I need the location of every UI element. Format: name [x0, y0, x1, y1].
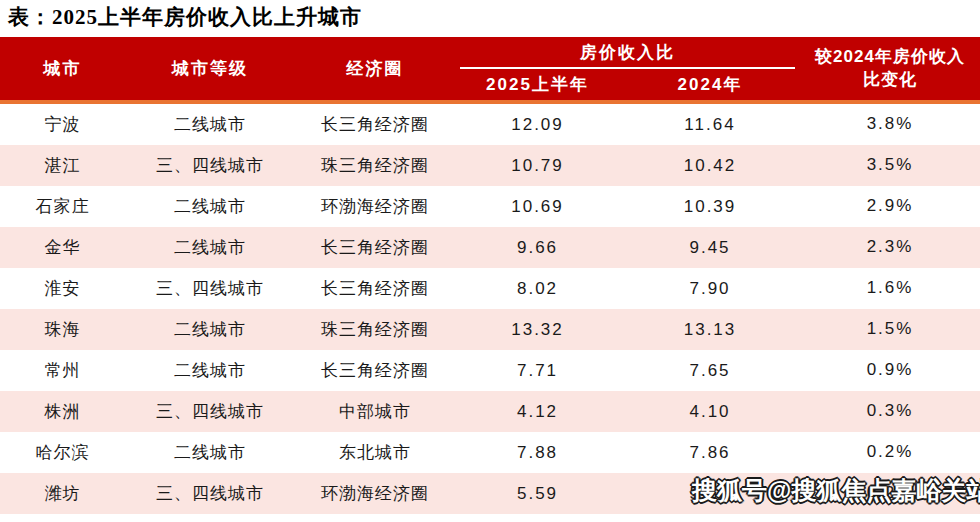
cell-tier: 三、四线城市 — [125, 145, 295, 186]
cell-city: 宁波 — [0, 104, 125, 145]
cell-tier: 三、四线城市 — [125, 268, 295, 309]
cell-ratio-2025h1: 12.09 — [455, 104, 620, 145]
cell-region: 中部城市 — [295, 391, 455, 432]
header-2024: 2024年 — [620, 69, 800, 100]
cell-ratio-2025h1: 4.12 — [455, 391, 620, 432]
cell-change: 0.3% — [800, 391, 980, 432]
cell-tier: 二线城市 — [125, 309, 295, 350]
table-title: 表：2025上半年房价收入比上升城市 — [8, 3, 362, 31]
cell-ratio-2025h1: 13.32 — [455, 309, 620, 350]
cell-change: 3.8% — [800, 104, 980, 145]
table-row: 石家庄 二线城市 环渤海经济圈 10.69 10.39 2.9% — [0, 186, 980, 227]
cell-change: 1.5% — [800, 309, 980, 350]
header-change: 较2024年房价收入 比变化 — [800, 37, 980, 100]
cell-city: 株洲 — [0, 391, 125, 432]
table-row: 湛江 三、四线城市 珠三角经济圈 10.79 10.42 3.5% — [0, 145, 980, 186]
cell-tier: 二线城市 — [125, 104, 295, 145]
cell-region: 珠三角经济圈 — [295, 309, 455, 350]
cell-tier: 二线城市 — [125, 432, 295, 473]
cell-ratio-2024: 7.90 — [620, 268, 800, 309]
cell-city: 淮安 — [0, 268, 125, 309]
cell-city: 哈尔滨 — [0, 432, 125, 473]
cell-region: 环渤海经济圈 — [295, 186, 455, 227]
header-ratio-group: 房价收入比 2025上半年 2024年 — [455, 37, 800, 100]
cell-ratio-2024: 10.42 — [620, 145, 800, 186]
header-2025h1: 2025上半年 — [455, 69, 620, 100]
cell-city: 金华 — [0, 227, 125, 268]
cell-ratio-2024: 9.45 — [620, 227, 800, 268]
cell-city: 常州 — [0, 350, 125, 391]
cell-ratio-2025h1: 10.69 — [455, 186, 620, 227]
cell-city: 湛江 — [0, 145, 125, 186]
cell-region: 长三角经济圈 — [295, 227, 455, 268]
cell-region: 珠三角经济圈 — [295, 145, 455, 186]
cell-tier: 三、四线城市 — [125, 391, 295, 432]
cell-city: 珠海 — [0, 309, 125, 350]
table-row: 金华 二线城市 长三角经济圈 9.66 9.45 2.3% — [0, 227, 980, 268]
data-table: 城市 城市等级 经济圈 房价收入比 2025上半年 2024年 较2024年房价… — [0, 37, 980, 514]
cell-change: 1.6% — [800, 268, 980, 309]
table-row: 宁波 二线城市 长三角经济圈 12.09 11.64 3.8% — [0, 104, 980, 145]
cell-ratio-2025h1: 7.88 — [455, 432, 620, 473]
table-row: 株洲 三、四线城市 中部城市 4.12 4.10 0.3% — [0, 391, 980, 432]
table-row: 常州 二线城市 长三角经济圈 7.71 7.65 0.9% — [0, 350, 980, 391]
cell-region: 环渤海经济圈 — [295, 473, 455, 514]
cell-tier: 三、四线城市 — [125, 473, 295, 514]
cell-ratio-2024: 4.10 — [620, 391, 800, 432]
cell-region: 长三角经济圈 — [295, 268, 455, 309]
header-ratio-group-label: 房价收入比 — [455, 37, 800, 67]
cell-region: 东北城市 — [295, 432, 455, 473]
cell-ratio-2024: 11.64 — [620, 104, 800, 145]
cell-tier: 二线城市 — [125, 186, 295, 227]
cell-tier: 二线城市 — [125, 227, 295, 268]
cell-ratio-2024: 7.65 — [620, 350, 800, 391]
cell-ratio-2025h1: 9.66 — [455, 227, 620, 268]
cell-ratio-2024: 10.39 — [620, 186, 800, 227]
table-row: 淮安 三、四线城市 长三角经济圈 8.02 7.90 1.6% — [0, 268, 980, 309]
cell-ratio-2024: 13.13 — [620, 309, 800, 350]
header-city: 城市 — [0, 37, 125, 100]
table-row: 珠海 二线城市 珠三角经济圈 13.32 13.13 1.5% — [0, 309, 980, 350]
table-body: 宁波 二线城市 长三角经济圈 12.09 11.64 3.8% 湛江 三、四线城… — [0, 104, 980, 514]
cell-change: 0.9% — [800, 350, 980, 391]
cell-city: 石家庄 — [0, 186, 125, 227]
header-region: 经济圈 — [295, 37, 455, 100]
cell-ratio-2025h1: 7.71 — [455, 350, 620, 391]
cell-change: 0.2% — [800, 432, 980, 473]
cell-ratio-2024: 7.86 — [620, 432, 800, 473]
cell-change: 2.3% — [800, 227, 980, 268]
watermark: 搜狐号@搜狐焦点嘉峪关站 — [692, 474, 980, 507]
cell-ratio-2025h1: 10.79 — [455, 145, 620, 186]
cell-region: 长三角经济圈 — [295, 104, 455, 145]
cell-city: 潍坊 — [0, 473, 125, 514]
cell-change: 3.5% — [800, 145, 980, 186]
header-tier: 城市等级 — [125, 37, 295, 100]
table-header: 城市 城市等级 经济圈 房价收入比 2025上半年 2024年 较2024年房价… — [0, 37, 980, 104]
table-row: 哈尔滨 二线城市 东北城市 7.88 7.86 0.2% — [0, 432, 980, 473]
cell-region: 长三角经济圈 — [295, 350, 455, 391]
cell-change: 2.9% — [800, 186, 980, 227]
cell-ratio-2025h1: 8.02 — [455, 268, 620, 309]
cell-ratio-2025h1: 5.59 — [455, 473, 620, 514]
cell-tier: 二线城市 — [125, 350, 295, 391]
